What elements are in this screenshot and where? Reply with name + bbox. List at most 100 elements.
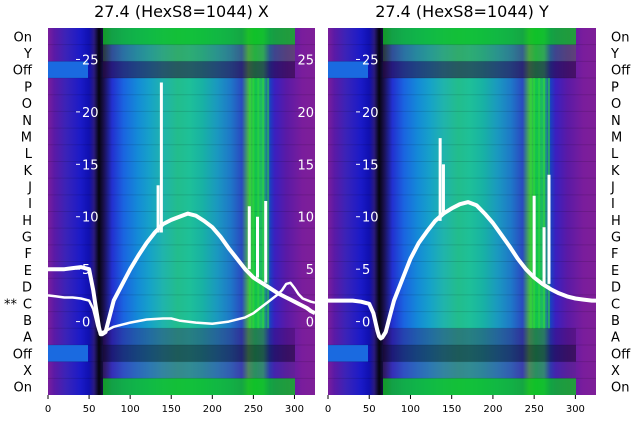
reference-band — [383, 44, 576, 62]
row-label: On — [611, 30, 629, 45]
row-label: Y — [23, 47, 32, 62]
off-row-edge — [328, 344, 368, 362]
x-tick-label: 300 — [285, 404, 304, 415]
row-label: J — [610, 180, 615, 195]
x-tick-label: 50 — [83, 404, 96, 415]
x-tick-label: 200 — [203, 404, 222, 415]
row-label: P — [24, 80, 32, 95]
row-label: On — [611, 381, 629, 396]
row-label: O — [611, 97, 621, 112]
row-label: N — [22, 114, 32, 129]
stripe — [529, 78, 532, 329]
x-tick-label: 250 — [244, 404, 263, 415]
panel-y: 27.4 (HexS8=1044) YOnYOffPONMLKJIHGFEDCB… — [325, 2, 631, 415]
off-row-edge — [48, 61, 88, 79]
reference-band — [103, 61, 295, 79]
row-label: B — [611, 314, 620, 329]
reference-band — [383, 28, 576, 45]
stripe — [267, 78, 270, 329]
panel-x: 27.4 (HexS8=1044) XOnYOffPONMLKJIHGFEDCB… — [4, 2, 316, 415]
x-tick-label: 150 — [442, 404, 461, 415]
row-label: M — [21, 130, 32, 145]
row-label: K — [611, 164, 620, 179]
row-label: X — [23, 364, 32, 379]
y-tick-label-right: 15 — [297, 158, 314, 173]
x-tick-label: 300 — [566, 404, 585, 415]
y-tick-label: 15 — [82, 158, 99, 173]
row-label: D — [611, 281, 621, 296]
stripe — [262, 78, 265, 329]
y-tick-label-right: 10 — [297, 211, 314, 226]
heatmap-body — [328, 28, 596, 395]
reference-band — [383, 61, 576, 79]
reference-band — [383, 378, 576, 395]
row-label: On — [14, 381, 32, 396]
row-label: Off — [611, 64, 631, 79]
row-label: J — [27, 180, 32, 195]
reference-band — [383, 361, 576, 379]
row-label: P — [611, 80, 619, 95]
y-tick-label: 5 — [82, 263, 90, 278]
heatmap-body — [48, 28, 315, 395]
stripe — [252, 78, 255, 329]
reference-band — [383, 344, 576, 362]
row-label: Off — [13, 64, 33, 79]
row-label: B — [23, 314, 32, 329]
row-label: M — [611, 130, 622, 145]
y-tick-label: 20 — [362, 106, 379, 121]
y-tick-label: 0 — [82, 316, 90, 331]
y-tick-label: 0 — [362, 316, 370, 331]
off-row-edge — [328, 61, 368, 79]
reference-band — [103, 378, 295, 395]
reference-band — [103, 28, 295, 45]
row-label: C — [23, 297, 32, 312]
row-label: G — [22, 231, 32, 246]
y-tick-label: 15 — [362, 158, 379, 173]
row-label: E — [611, 264, 619, 279]
y-tick-label-right: 5 — [306, 263, 314, 278]
reference-band — [103, 328, 295, 345]
row-label: L — [25, 147, 33, 162]
stripe — [257, 78, 260, 329]
reference-band — [103, 361, 295, 379]
row-label: C — [611, 297, 620, 312]
row-label: F — [611, 247, 618, 262]
row-label: L — [611, 147, 619, 162]
off-row-edge — [48, 344, 88, 362]
row-label: G — [611, 231, 621, 246]
y-tick-label: 25 — [362, 53, 379, 68]
row-label: H — [611, 214, 621, 229]
x-tick-label: 150 — [162, 404, 181, 415]
y-tick-label: 20 — [82, 106, 99, 121]
row-label: K — [23, 164, 32, 179]
row-label: D — [22, 281, 32, 296]
y-tick-label-right: 0 — [306, 316, 314, 331]
y-tick-label-right: 25 — [297, 53, 314, 68]
stripe — [538, 78, 541, 329]
row-label: On — [14, 30, 32, 45]
reference-band — [383, 328, 576, 345]
row-label: I — [28, 197, 32, 212]
row-label: H — [22, 214, 32, 229]
reference-band — [103, 44, 295, 62]
chart-title: 27.4 (HexS8=1044) Y — [375, 2, 549, 21]
row-label: O — [22, 97, 32, 112]
x-tick-label: 100 — [121, 404, 140, 415]
row-label: N — [611, 114, 621, 129]
y-tick-label: 5 — [362, 263, 370, 278]
x-tick-label: 100 — [401, 404, 420, 415]
y-tick-label: 10 — [362, 211, 379, 226]
stripe — [543, 78, 546, 329]
row-label: Off — [611, 347, 631, 362]
y-tick-label: 10 — [82, 211, 99, 226]
reference-band — [103, 344, 295, 362]
row-marker: ** — [4, 297, 18, 312]
x-tick-label: 50 — [363, 404, 376, 415]
y-tick-label-right: 20 — [297, 106, 314, 121]
row-label: A — [611, 331, 620, 346]
row-label: Off — [13, 347, 33, 362]
x-tick-label: 0 — [325, 404, 331, 415]
x-tick-label: 200 — [483, 404, 502, 415]
x-tick-label: 0 — [45, 404, 51, 415]
